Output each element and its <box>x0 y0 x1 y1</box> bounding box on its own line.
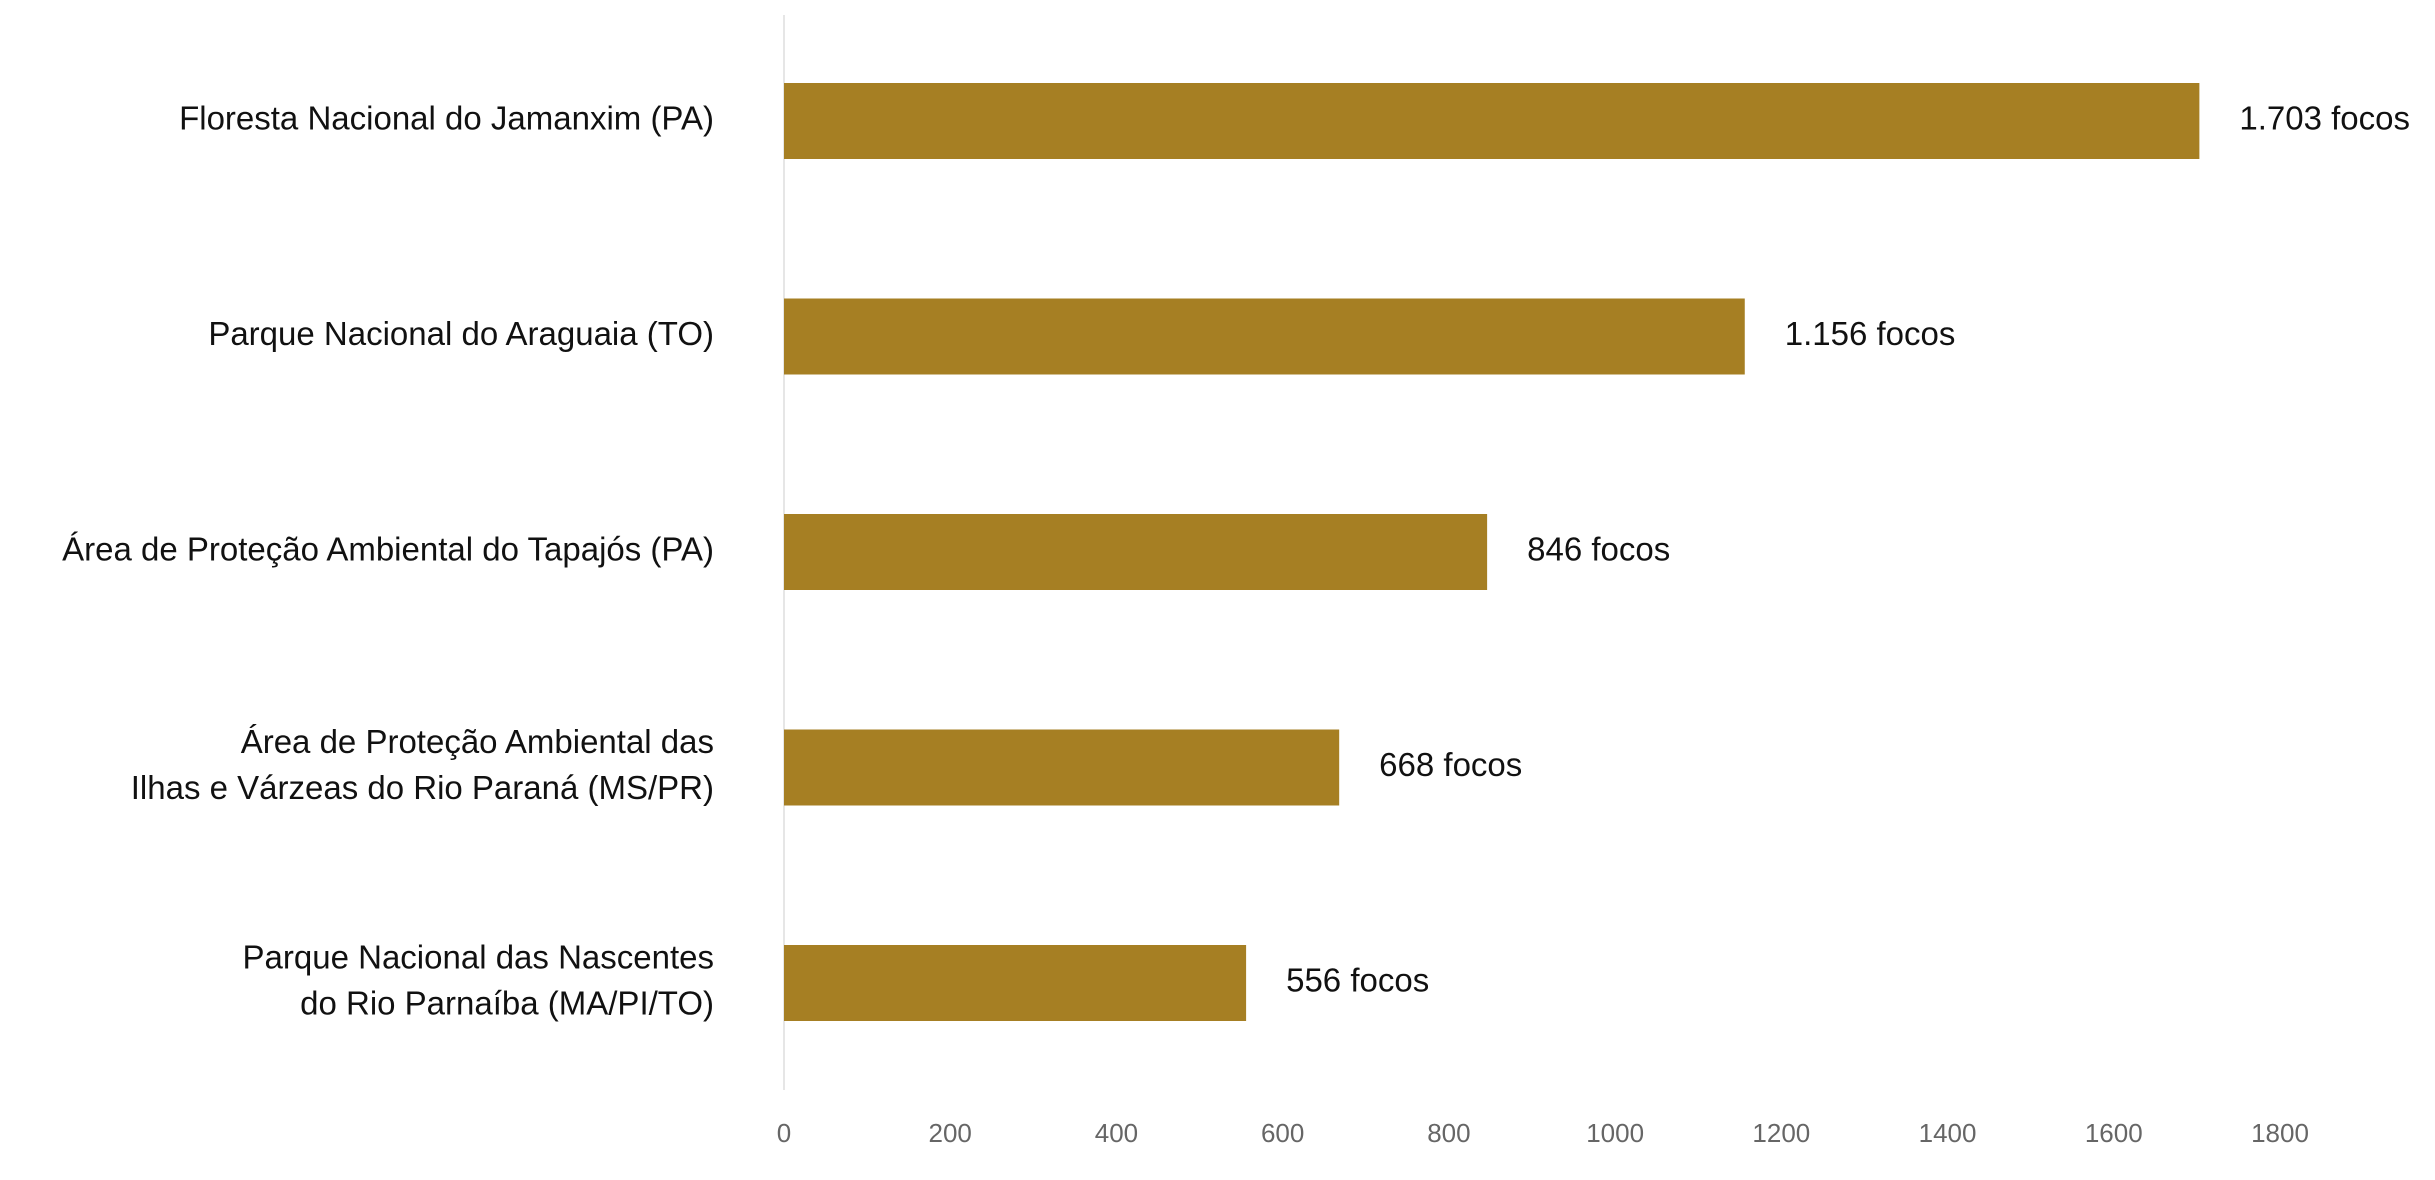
x-tick-label: 1400 <box>1919 1118 1977 1148</box>
y-tick-label: Ilhas e Várzeas do Rio Paraná (MS/PR) <box>131 769 714 806</box>
x-tick-label: 400 <box>1095 1118 1138 1148</box>
bar <box>784 729 1340 806</box>
x-tick-label: 600 <box>1261 1118 1304 1148</box>
value-label: 556 focos <box>1286 962 1429 999</box>
y-tick-label: Floresta Nacional do Jamanxim (PA) <box>179 100 714 137</box>
x-tick-label: 200 <box>929 1118 972 1148</box>
y-tick-label: Parque Nacional das Nascentes <box>243 939 714 976</box>
y-tick-label: do Rio Parnaíba (MA/PI/TO) <box>300 985 714 1022</box>
x-tick-label: 1200 <box>1752 1118 1810 1148</box>
value-label: 1.156 focos <box>1785 315 1956 352</box>
bar <box>784 83 2200 159</box>
x-tick-label: 0 <box>777 1118 791 1148</box>
bar <box>784 945 1247 1021</box>
y-tick-label: Parque Nacional do Araguaia (TO) <box>208 315 714 352</box>
value-label: 668 focos <box>1379 746 1522 783</box>
x-tick-label: 800 <box>1427 1118 1470 1148</box>
x-tick-label: 1600 <box>2085 1118 2143 1148</box>
x-tick-label: 1800 <box>2251 1118 2309 1148</box>
value-label: 846 focos <box>1527 531 1670 568</box>
y-tick-label: Área de Proteção Ambiental do Tapajós (P… <box>62 531 714 568</box>
y-tick-label: Área de Proteção Ambiental das <box>241 723 714 760</box>
value-label: 1.703 focos <box>2239 100 2410 137</box>
bar <box>784 514 1488 590</box>
x-tick-label: 1000 <box>1586 1118 1644 1148</box>
bar <box>784 298 1745 375</box>
